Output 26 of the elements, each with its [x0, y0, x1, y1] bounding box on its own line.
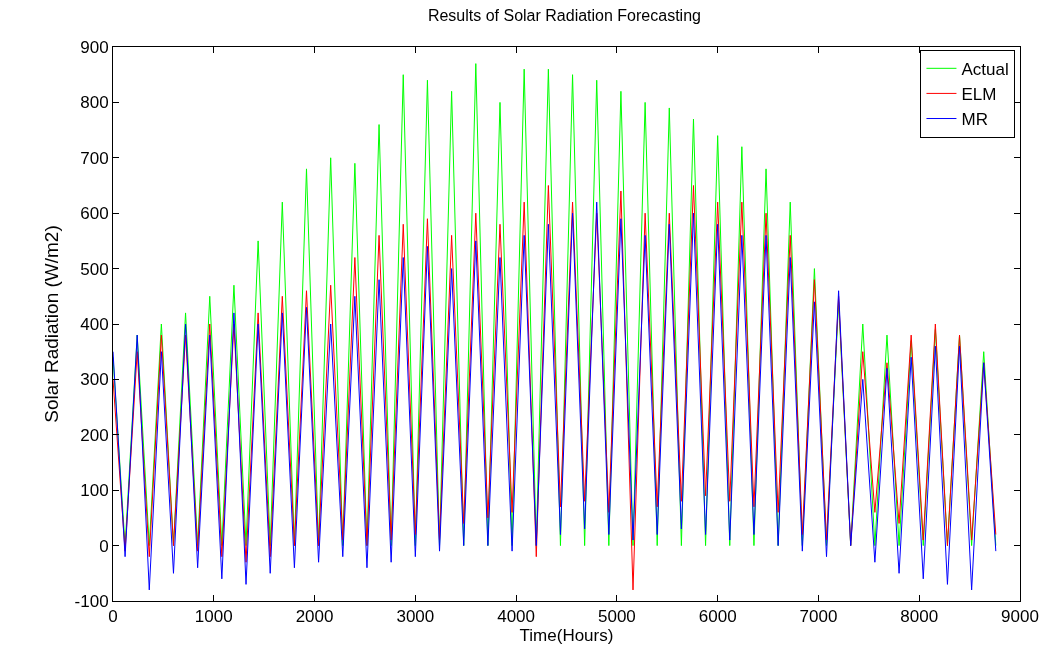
y-tick-label: 800 [80, 93, 109, 113]
legend-label: MR [961, 110, 988, 130]
x-tick-label: 5000 [597, 607, 636, 627]
x-tick-label: 4000 [497, 607, 536, 627]
x-tick-label: 3000 [396, 607, 435, 627]
y-tick-label: 700 [80, 148, 109, 168]
x-tick-label: 2000 [295, 607, 334, 627]
x-tick-label: 9000 [1001, 607, 1039, 627]
legend-label: ELM [961, 85, 997, 105]
x-tick-label: 1000 [194, 607, 233, 627]
y-tick-label: 600 [80, 204, 109, 224]
y-tick-label: 0 [99, 536, 109, 556]
y-tick-label: 300 [80, 370, 109, 390]
x-axis-title: Time(Hours) [519, 626, 614, 646]
y-tick-label: -100 [74, 591, 109, 611]
x-tick-label: 7000 [799, 607, 838, 627]
legend-label: Actual [961, 59, 1009, 79]
x-tick-label: 6000 [698, 607, 737, 627]
y-tick-label: 500 [80, 259, 109, 279]
x-tick-label: 8000 [900, 607, 939, 627]
chart-title: Results of Solar Radiation Forecasting [427, 7, 701, 25]
y-tick-label: 900 [80, 37, 109, 57]
y-axis-title: Solar Radiation (W/m2) [41, 225, 63, 423]
y-tick-label: 400 [80, 314, 109, 334]
y-tick-label: 100 [80, 481, 109, 501]
y-tick-label: 200 [80, 425, 109, 445]
